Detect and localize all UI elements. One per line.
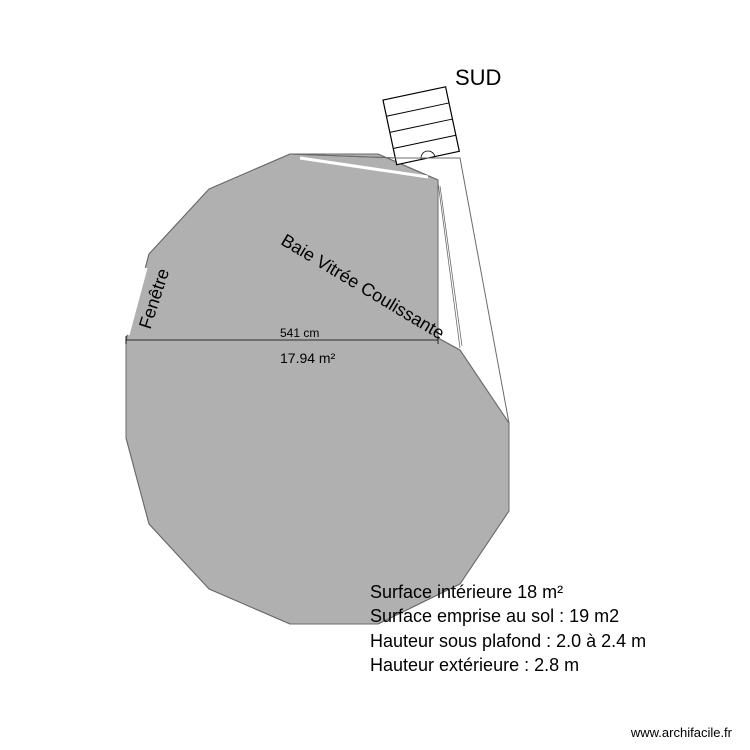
info-block: Surface intérieure 18 m² Surface emprise… (370, 580, 646, 677)
label-sud: SUD (455, 65, 501, 91)
info-line-1: Surface intérieure 18 m² (370, 580, 646, 604)
info-line-2: Surface emprise au sol : 19 m2 (370, 604, 646, 628)
footer-link: www.archifacile.fr (631, 725, 732, 740)
label-dimension: 541 cm (280, 326, 319, 340)
info-line-4: Hauteur extérieure : 2.8 m (370, 653, 646, 677)
info-line-3: Hauteur sous plafond : 2.0 à 2.4 m (370, 629, 646, 653)
label-area: 17.94 m² (280, 350, 335, 366)
